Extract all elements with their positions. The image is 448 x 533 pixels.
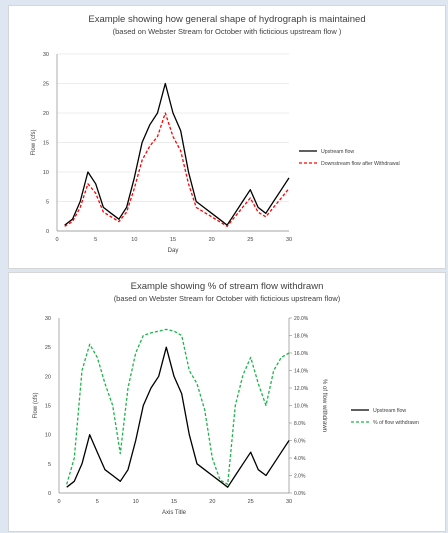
y-tick-label: 25: [43, 82, 49, 88]
x-tick-label: 10: [131, 237, 137, 243]
legend-label: Upstream flow: [373, 408, 406, 414]
y-tick-label: 5: [48, 462, 51, 468]
chart-panel-withdrawal: Example showing % of stream flow withdra…: [8, 272, 446, 532]
y2-tick-label: 2.0%: [294, 474, 306, 480]
series-line-1: [64, 82, 290, 226]
x-tick-label: 25: [247, 237, 253, 243]
legend-label: % of flow withdrawn: [373, 420, 419, 426]
legend-label: Upstream flow: [321, 149, 354, 155]
x-tick-label: 5: [94, 237, 97, 243]
y2-tick-label: 6.0%: [294, 439, 306, 445]
x-tick-label: 20: [209, 499, 215, 505]
y2-tick-label: 10.0%: [294, 404, 309, 410]
y-tick-label: 0: [46, 229, 49, 235]
x-tick-label: 25: [248, 499, 254, 505]
y2-tick-label: 20.0%: [294, 316, 309, 322]
y-tick-label: 0: [48, 491, 51, 497]
y-tick-label: 5: [46, 200, 49, 206]
series-line-2: [64, 112, 290, 227]
y-tick-label: 25: [45, 345, 51, 351]
y-tick-label: 30: [43, 52, 49, 58]
y2-tick-label: 12.0%: [294, 386, 309, 392]
chart-subtitle: (based on Webster Stream for October wit…: [113, 294, 341, 303]
y-tick-label: 15: [43, 141, 49, 147]
y2-axis-title: % of flow withdrawn: [321, 379, 327, 432]
x-tick-label: 15: [170, 237, 176, 243]
y-axis-title: Flow (cfs): [33, 393, 39, 419]
x-tick-label: 10: [133, 499, 139, 505]
y-tick-label: 15: [45, 404, 51, 410]
chart-title: Example showing how general shape of hyd…: [88, 14, 366, 25]
y2-tick-label: 8.0%: [294, 421, 306, 427]
y2-tick-label: 0.0%: [294, 491, 306, 497]
y-tick-label: 20: [45, 374, 51, 380]
x-axis-title: Axis Title: [162, 510, 187, 516]
legend-label: Downstream flow after Withdrawal: [321, 161, 400, 167]
y2-tick-label: 4.0%: [294, 456, 306, 462]
y-tick-label: 20: [43, 111, 49, 117]
x-tick-label: 0: [57, 499, 60, 505]
y-tick-label: 30: [45, 316, 51, 322]
x-tick-label: 0: [55, 237, 58, 243]
y2-tick-label: 14.0%: [294, 369, 309, 375]
chart-subtitle: (based on Webster Stream for October wit…: [112, 27, 342, 36]
y2-tick-label: 18.0%: [294, 334, 309, 340]
x-tick-label: 30: [286, 499, 292, 505]
x-tick-label: 30: [286, 237, 292, 243]
x-tick-label: 5: [96, 499, 99, 505]
hydrograph-chart: 0 5 10 15 20 25 30 0 5 10 15 20 25 30 Day Flow (cfs) Ups…: [31, 52, 400, 254]
withdrawal-chart: 0 5 10 15 20 25 30 0 5 10 15 20 25 30 Axis Title Flow (…: [33, 316, 419, 516]
series-line-1: [66, 346, 290, 488]
chart-title: Example showing % of stream flow withdra…: [130, 281, 324, 292]
y-tick-label: 10: [45, 433, 51, 439]
x-axis-title: Day: [168, 248, 179, 254]
y-axis-title: Flow (cfs): [31, 130, 37, 156]
y2-tick-label: 16.0%: [294, 351, 309, 357]
series-line-2: [66, 328, 290, 485]
x-tick-label: 15: [171, 499, 177, 505]
x-tick-label: 20: [209, 237, 215, 243]
chart-panel-hydrograph: Example showing how general shape of hyd…: [8, 5, 446, 269]
y-tick-label: 10: [43, 170, 49, 176]
